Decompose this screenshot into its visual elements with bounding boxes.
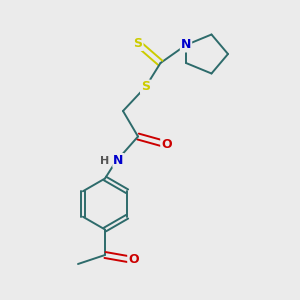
Text: O: O — [161, 137, 172, 151]
Text: S: S — [141, 80, 150, 94]
Text: N: N — [113, 154, 124, 167]
Text: H: H — [100, 155, 109, 166]
Text: N: N — [181, 38, 191, 52]
Text: O: O — [128, 253, 139, 266]
Text: S: S — [134, 37, 142, 50]
